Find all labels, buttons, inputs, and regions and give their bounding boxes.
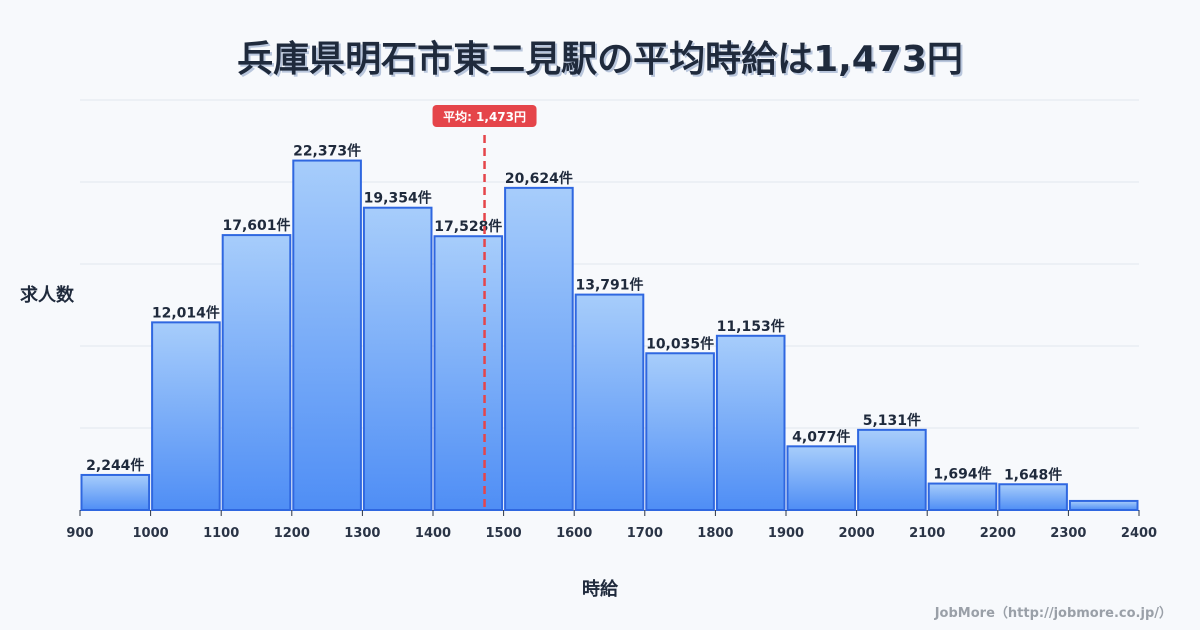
histogram-bar	[362, 206, 433, 511]
bar-value-label: 11,153件	[717, 318, 785, 335]
histogram-bar	[645, 352, 715, 511]
histogram-bar	[1068, 499, 1139, 511]
x-tick-label: 2400	[1121, 526, 1157, 541]
histogram-bar	[786, 445, 857, 511]
bar-value-label: 17,528件	[434, 218, 502, 235]
average-line: 平均: 1,473円	[432, 105, 537, 510]
x-tick-label: 1400	[415, 526, 451, 541]
x-tick-label: 1000	[133, 526, 169, 541]
bar-value-label: 12,014件	[152, 304, 220, 321]
histogram-bar	[857, 428, 927, 512]
histogram-bar	[151, 321, 221, 511]
histogram-bar	[574, 293, 645, 511]
x-tick-label: 1200	[274, 526, 310, 541]
x-axis: 900 1000 1100 1200 1300 1400 1500 1600 1700 1800 1…	[66, 510, 1157, 541]
histogram-bar	[998, 483, 1068, 511]
x-tick-label: 1500	[486, 526, 522, 541]
bar-value-label: 5,131件	[863, 412, 921, 429]
histogram-bar	[504, 186, 574, 511]
x-tick-label: 1900	[768, 526, 804, 541]
bar-value-label: 2,244件	[86, 457, 144, 474]
bar-value-label: 22,373件	[293, 143, 361, 160]
bar-value-label: 4,077件	[792, 428, 850, 445]
bars: 2,244件 12,014件 17,601件 22,373件 19,354件17,528…	[80, 143, 1139, 512]
x-tick-label: 1300	[344, 526, 380, 541]
average-badge	[432, 105, 537, 127]
x-tick-label: 1600	[556, 526, 592, 541]
histogram-bar	[433, 235, 504, 511]
histogram-bar	[221, 234, 292, 511]
bar-value-label: 1,648件	[1004, 466, 1062, 483]
x-tick-label: 2000	[839, 526, 875, 541]
bar-value-label: 19,354件	[364, 190, 432, 207]
bar-value-label: 13,791件	[575, 277, 643, 294]
average-badge-label: 平均: 1,473円	[443, 109, 526, 124]
bar-value-label: 17,601件	[222, 217, 290, 234]
histogram-bar	[927, 482, 998, 511]
bar-value-label: 10,035件	[646, 335, 714, 352]
histogram-bar	[715, 334, 786, 511]
y-axis-label: 求人数	[20, 285, 74, 306]
bar-value-label: 1,694件	[933, 466, 991, 483]
x-tick-label: 2300	[1050, 526, 1086, 541]
bar-value-label: 20,624件	[505, 170, 573, 187]
histogram-bar	[292, 159, 362, 511]
x-tick-label: 1700	[627, 526, 663, 541]
credit-text: JobMore（http://jobmore.co.jp/）	[934, 606, 1172, 621]
x-tick-label: 2100	[909, 526, 945, 541]
x-axis-label: 時給	[582, 579, 618, 600]
histogram-bar	[80, 473, 151, 512]
x-tick-label: 1800	[697, 526, 733, 541]
x-tick-label: 1100	[203, 526, 239, 541]
x-tick-label: 2200	[980, 526, 1016, 541]
x-tick-label: 900	[66, 526, 93, 541]
chart-title: 兵庫県明石市東二見駅の平均時給は1,473円	[237, 39, 963, 80]
